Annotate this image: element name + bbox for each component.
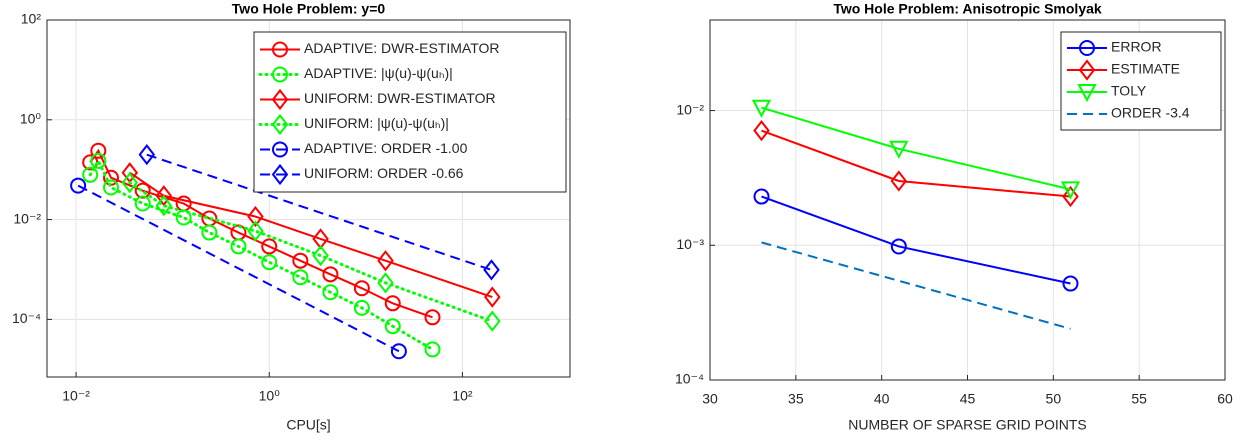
series-line — [761, 106, 1071, 191]
marker — [753, 188, 770, 205]
marker — [247, 205, 264, 228]
x-axis-label: NUMBER OF SPARSE GRID POINTS — [848, 417, 1087, 433]
marker — [90, 152, 107, 169]
marker — [1079, 40, 1095, 56]
marker — [292, 252, 309, 269]
marker — [134, 195, 151, 212]
legend-label: ERROR — [1111, 39, 1162, 55]
x-tick-label: 50 — [1046, 391, 1062, 407]
x-tick-label: 30 — [702, 391, 718, 407]
axes-frame — [46, 19, 571, 378]
legend-label: ADAPTIVE: |ψ(u)-ψ(uₕ)| — [304, 65, 453, 81]
marker — [82, 166, 99, 183]
legend-box — [253, 31, 567, 193]
marker — [138, 144, 156, 166]
legend-label: ORDER -3.4 — [1111, 105, 1190, 121]
y-tick-label: 10⁻⁴ — [12, 310, 41, 326]
marker — [890, 238, 907, 255]
marker — [272, 66, 288, 83]
y-tick-label: 10⁻² — [676, 101, 704, 117]
marker — [103, 179, 120, 196]
marker — [384, 318, 401, 335]
series-line — [89, 148, 433, 319]
marker — [90, 142, 107, 159]
marker — [377, 250, 394, 272]
marker — [261, 254, 278, 271]
marker — [230, 238, 247, 255]
marker — [1060, 181, 1081, 200]
marker — [271, 88, 289, 111]
series-line — [761, 195, 1071, 285]
x-tick-label: 35 — [788, 391, 804, 407]
marker — [201, 224, 218, 241]
x-tick-label: 10² — [452, 388, 473, 404]
series-line — [761, 241, 1071, 330]
x-tick-label: 55 — [1131, 391, 1147, 407]
chart-title: Two Hole Problem: Anisotropic Smolyak — [833, 1, 1102, 17]
legend-label: UNIFORM: ORDER -0.66 — [304, 165, 464, 181]
x-tick-label: 45 — [960, 391, 976, 407]
series-line — [146, 153, 492, 271]
marker — [751, 99, 772, 118]
series-line — [761, 129, 1071, 198]
marker — [312, 244, 329, 267]
marker — [261, 238, 278, 255]
marker — [272, 41, 288, 58]
marker — [753, 119, 770, 142]
x-tick-label: 60 — [1217, 391, 1233, 407]
marker — [483, 259, 500, 281]
y-tick-label: 10² — [21, 11, 42, 27]
y-tick-label: 10⁻³ — [676, 236, 704, 252]
marker — [390, 343, 407, 360]
marker — [1077, 84, 1097, 103]
legend-label: UNIFORM: DWR-ESTIMATOR — [304, 90, 496, 106]
marker — [70, 177, 87, 194]
y-tick-label: 10⁻⁴ — [675, 371, 704, 387]
marker — [384, 295, 401, 312]
y-tick-label: 10⁰ — [20, 110, 42, 126]
series-line — [77, 184, 400, 353]
marker — [155, 195, 173, 217]
y-tick-label: 10⁻² — [13, 210, 41, 226]
marker — [322, 266, 339, 283]
x-axis-label: CPU[s] — [286, 417, 330, 433]
marker — [271, 163, 289, 186]
marker — [377, 272, 394, 294]
marker — [353, 280, 370, 297]
marker — [889, 140, 909, 159]
marker — [484, 286, 501, 308]
marker — [134, 182, 151, 199]
marker — [247, 220, 264, 242]
marker — [322, 284, 339, 301]
marker — [424, 341, 441, 358]
marker — [272, 141, 288, 158]
legend-label: ADAPTIVE: ORDER -1.00 — [304, 140, 468, 156]
legend-label: ADAPTIVE: DWR-ESTIMATOR — [304, 40, 500, 56]
marker — [484, 310, 501, 332]
marker — [353, 299, 370, 316]
marker — [1078, 59, 1096, 81]
legend-label: TOLY — [1111, 83, 1147, 99]
legend-label: UNIFORM: |ψ(u)-ψ(uₕ)| — [304, 115, 449, 131]
marker — [890, 170, 908, 192]
chart-title: Two Hole Problem: y=0 — [232, 1, 386, 17]
series-line — [88, 157, 434, 351]
marker — [1062, 185, 1079, 208]
x-tick-label: 10⁰ — [259, 388, 281, 404]
marker — [271, 113, 289, 136]
series-line — [129, 171, 493, 299]
legend-label: ESTIMATE — [1111, 61, 1180, 77]
axes-frame — [709, 19, 1226, 381]
marker — [424, 309, 441, 326]
marker — [292, 269, 309, 286]
x-tick-label: 10⁻² — [62, 388, 90, 404]
x-tick-label: 40 — [874, 391, 890, 407]
series-line — [128, 181, 494, 323]
marker — [1062, 275, 1079, 292]
marker — [121, 172, 139, 194]
